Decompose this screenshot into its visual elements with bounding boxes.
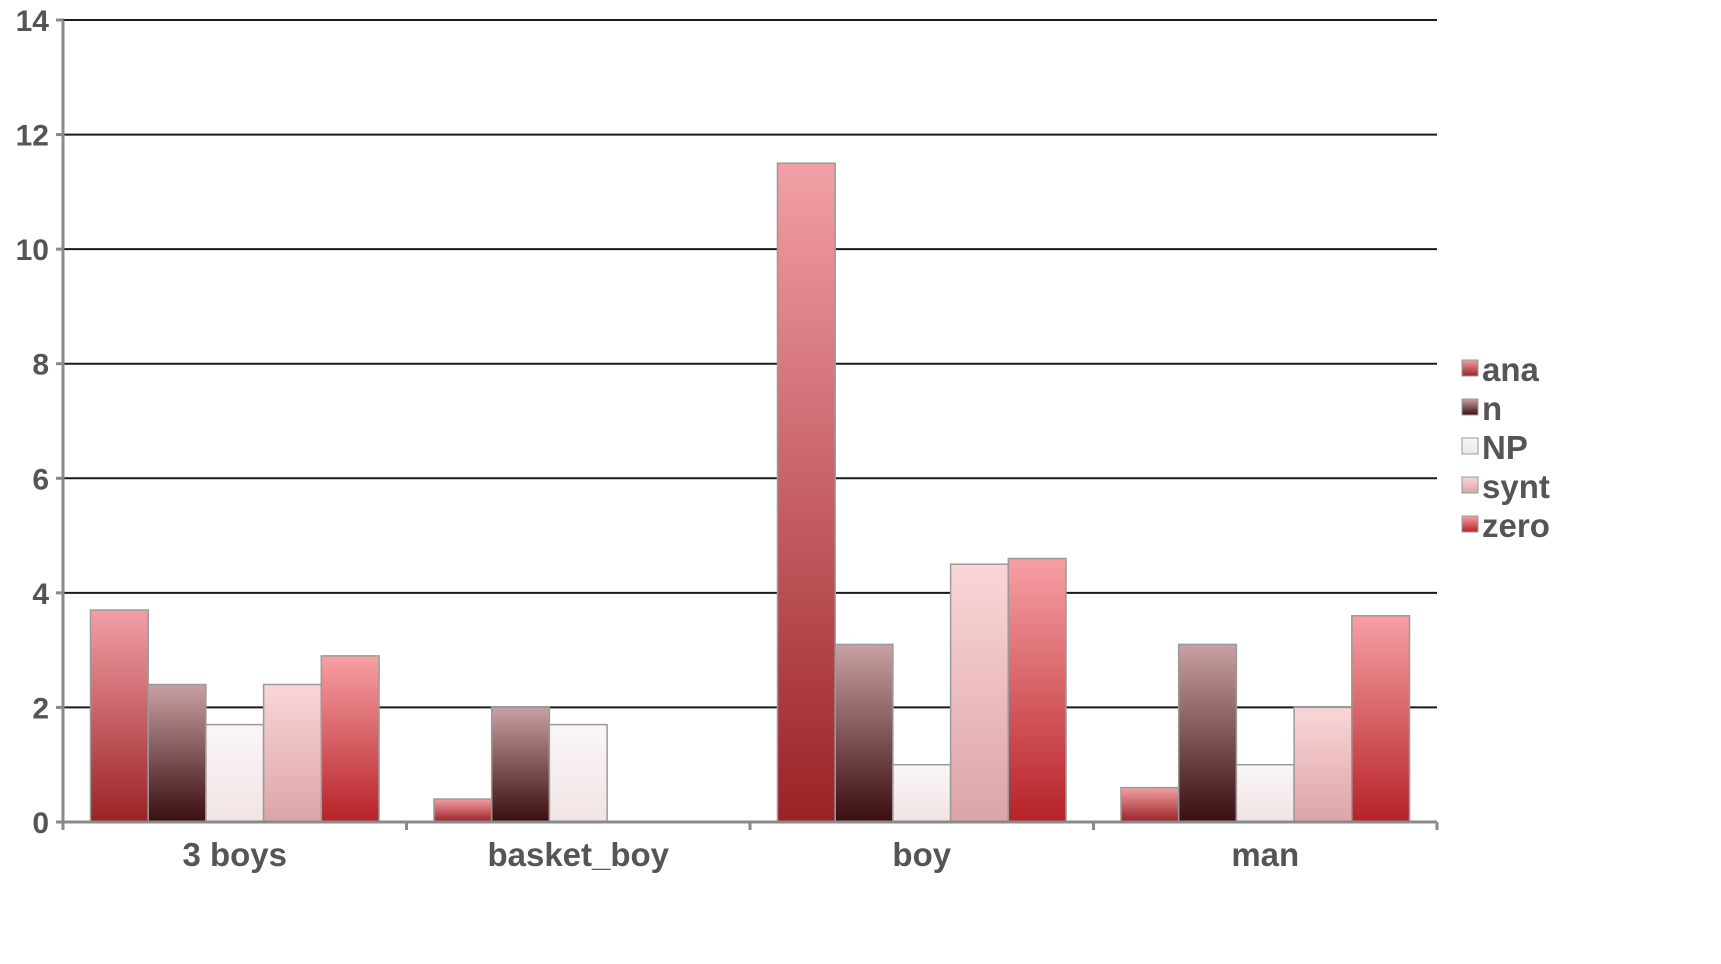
legend-label-n: n bbox=[1482, 390, 1502, 427]
x-category-label: boy bbox=[892, 836, 951, 873]
bar-ana-man bbox=[1120, 786, 1180, 823]
bar-ana-boy bbox=[776, 162, 836, 823]
y-tick-label: 14 bbox=[16, 5, 50, 38]
y-tick-label: 10 bbox=[16, 234, 49, 267]
legend-label-zero: zero bbox=[1482, 507, 1550, 544]
bar-ana-basket_boy bbox=[433, 798, 493, 823]
y-tick-label: 8 bbox=[32, 349, 49, 382]
bar-NP-man bbox=[1235, 763, 1295, 823]
x-category-label: man bbox=[1231, 836, 1299, 873]
y-tick-label: 4 bbox=[32, 578, 49, 611]
bar-synt-man bbox=[1293, 706, 1353, 823]
bar-n-3-boys bbox=[147, 683, 207, 823]
y-tick-labels: 0 2 4 6 8 10 12 14 bbox=[16, 5, 50, 840]
y-tick-label: 2 bbox=[32, 692, 49, 725]
x-category-labels: 3 boys basket_boy boy man bbox=[182, 836, 1299, 873]
legend-label-synt: synt bbox=[1482, 468, 1550, 505]
x-category-label: 3 boys bbox=[182, 836, 287, 873]
x-category-label: basket_boy bbox=[487, 836, 669, 873]
bar-ana-3-boys bbox=[89, 609, 149, 823]
bar-NP-3-boys bbox=[205, 723, 265, 823]
axes bbox=[56, 18, 1439, 830]
bar-n-boy bbox=[834, 643, 894, 823]
y-tick-label: 12 bbox=[16, 120, 49, 153]
bar-synt-3-boys bbox=[262, 683, 323, 823]
bar-n-basket_boy bbox=[490, 706, 551, 823]
y-tick-label: 6 bbox=[32, 463, 49, 496]
legend-swatch-NP bbox=[1461, 437, 1479, 455]
bar-zero-3-boys bbox=[320, 655, 380, 823]
gridlines bbox=[63, 19, 1437, 709]
bar-NP-boy bbox=[892, 763, 952, 823]
legend-swatch-n bbox=[1461, 398, 1479, 416]
bars bbox=[89, 162, 1411, 823]
y-tick-label: 0 bbox=[32, 807, 49, 840]
bar-zero-man bbox=[1351, 615, 1411, 823]
legend-label-NP: NP bbox=[1482, 429, 1528, 466]
legend-swatch-synt bbox=[1461, 476, 1479, 494]
legend-swatch-zero bbox=[1461, 515, 1479, 533]
bar-NP-basket_boy bbox=[548, 723, 608, 823]
bar-n-man bbox=[1177, 643, 1238, 823]
bar-synt-boy bbox=[949, 563, 1010, 823]
bar-zero-boy bbox=[1007, 557, 1067, 823]
legend-swatch-ana bbox=[1461, 359, 1479, 377]
legend-label-ana: ana bbox=[1482, 351, 1540, 388]
